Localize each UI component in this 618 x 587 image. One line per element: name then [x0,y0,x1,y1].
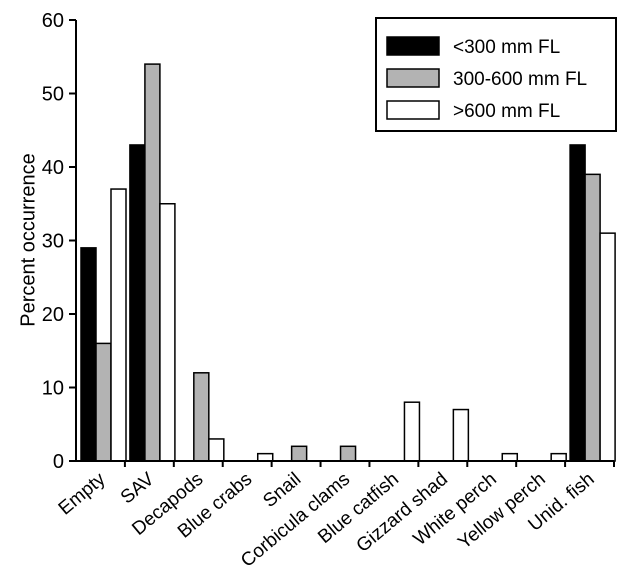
bar-decapods-series-3 [208,438,225,462]
y-ticks: 0 10 20 30 40 50 60 [42,10,76,473]
bar-gizzard-shad-series-3 [452,408,470,462]
y-axis-title: Percent occurrence [17,153,39,326]
bars-layer [80,63,616,462]
y-tick-label: 40 [42,157,64,179]
legend: <300 mm FL 300-600 mm FL >600 mm FL [375,17,617,132]
bar-unid-fish-series-1 [569,144,586,462]
bar-unid-fish-series-2 [584,173,601,462]
legend-label-1: <300 mm FL [453,37,560,58]
legend-swatch-2 [386,68,440,88]
bar-corbicula-clams-series-2 [339,445,357,462]
bar-blue-crabs-series-3 [256,452,274,462]
bar-blue-catfish-series-3 [403,401,421,462]
x-tick-label: Empty [55,468,110,519]
legend-label-3: >600 mm FL [453,101,560,122]
legend-label-2: 300-600 mm FL [453,69,587,90]
bar-empty-series-3 [110,188,127,462]
y-tick-label: 20 [42,304,64,326]
bar-empty-series-2 [95,342,112,462]
legend-swatch-1 [386,36,440,56]
bar-unid-fish-series-3 [599,232,616,462]
y-tick-label: 50 [42,84,64,106]
y-tick-label: 0 [53,451,64,473]
bar-empty-series-1 [80,247,97,462]
bar-sav-series-2 [144,63,161,462]
bar-yellow-perch-series-3 [550,452,567,462]
bar-sav-series-1 [129,144,146,462]
y-tick-label: 10 [42,378,64,400]
legend-swatch-3 [386,100,440,120]
y-tick-label: 30 [42,231,64,253]
bar-snail-series-2 [290,445,308,462]
bar-decapods-series-2 [193,372,210,462]
bar-white-perch-series-3 [501,452,519,462]
bar-sav-series-3 [159,203,176,462]
y-tick-label: 60 [42,10,64,32]
